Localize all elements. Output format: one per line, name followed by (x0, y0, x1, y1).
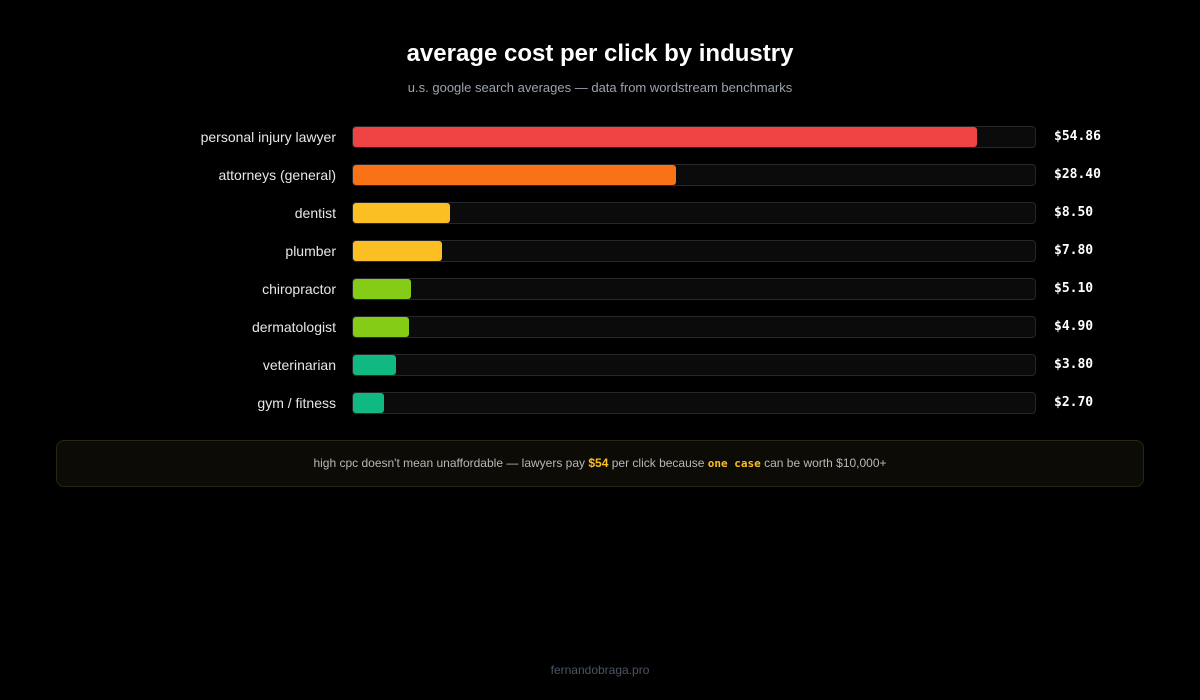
bar (353, 317, 409, 337)
bar-track (352, 316, 1036, 338)
category-label: personal injury lawyer (200, 129, 336, 145)
category-label: plumber (285, 243, 336, 259)
value-label: $3.80 (1054, 357, 1094, 372)
insight-note: high cpc doesn't mean unaffordable — law… (56, 440, 1144, 487)
note-text-after: can be worth $10,000+ (760, 456, 887, 470)
bar-track (352, 240, 1036, 262)
note-amount: $54 (588, 456, 609, 470)
category-label: dermatologist (251, 319, 336, 335)
bar-track (352, 354, 1036, 376)
value-label: $28.40 (1054, 167, 1101, 182)
category-label: veterinarian (262, 357, 336, 373)
bar (353, 127, 977, 147)
bar-track (352, 202, 1036, 224)
value-label: $7.80 (1054, 243, 1094, 258)
bar-track (352, 278, 1036, 300)
note-code: one case (707, 457, 761, 470)
value-label: $4.90 (1054, 319, 1094, 334)
bar (353, 355, 397, 375)
value-label: $5.10 (1054, 281, 1094, 296)
note-text-before: high cpc doesn't mean unaffordable — law… (313, 456, 589, 470)
category-label: gym / fitness (257, 395, 336, 411)
category-label: chiropractor (262, 281, 336, 297)
bar-track (352, 392, 1036, 414)
bar (353, 165, 676, 185)
footer-credit[interactable]: fernandobraga.pro (550, 663, 650, 677)
value-label: $2.70 (1054, 395, 1094, 410)
value-label: $54.86 (1054, 129, 1101, 144)
category-label: dentist (294, 205, 336, 221)
bar (353, 203, 450, 223)
chart-subtitle: u.s. google search averages — data from … (407, 80, 793, 95)
bar (353, 241, 442, 261)
value-label: $8.50 (1054, 205, 1094, 220)
category-label: attorneys (general) (218, 167, 336, 183)
bar (353, 393, 384, 413)
note-text-middle: per click because (608, 456, 708, 470)
chart-title: average cost per click by industry (406, 40, 794, 67)
bar (353, 279, 411, 299)
